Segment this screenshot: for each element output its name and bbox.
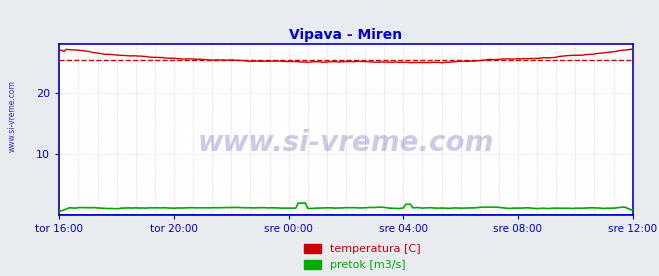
Legend: temperatura [C], pretok [m3/s]: temperatura [C], pretok [m3/s] (304, 244, 420, 270)
Text: www.si-vreme.com: www.si-vreme.com (8, 80, 17, 152)
Text: www.si-vreme.com: www.si-vreme.com (198, 129, 494, 157)
Title: Vipava - Miren: Vipava - Miren (289, 28, 403, 42)
